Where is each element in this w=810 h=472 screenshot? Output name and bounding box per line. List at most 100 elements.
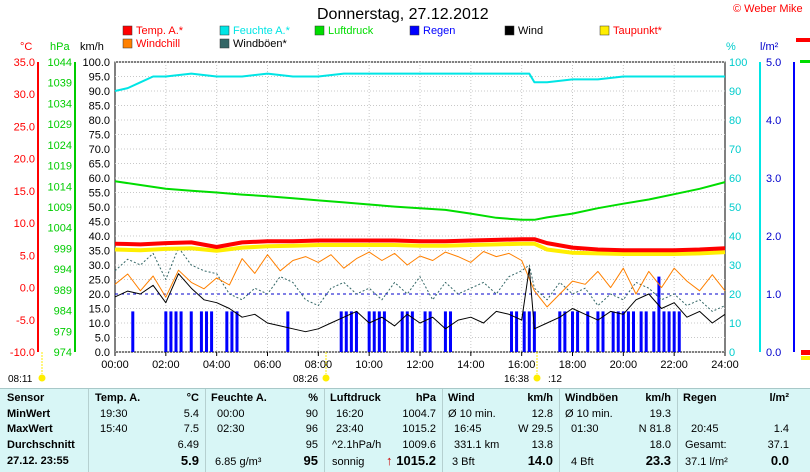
rain-bar <box>367 311 371 352</box>
humidity-max-time: 02:30 <box>217 423 245 435</box>
pressure-tick-label: 974 <box>54 347 72 359</box>
rain-bar <box>428 311 432 352</box>
gusts-min-label: Ø 10 min. <box>565 408 613 420</box>
humidity-tick-label: 30 <box>729 260 741 272</box>
humidity-tick-label: 60 <box>729 173 741 185</box>
legend-label: Regen <box>423 25 455 37</box>
temp-min-time: 19:30 <box>100 408 128 420</box>
axis-unit-label: km/h <box>80 41 104 53</box>
humidity-abs: 6.85 g/m³ <box>215 456 262 468</box>
pressure-unit: hPa <box>415 392 436 404</box>
rain-bar <box>449 311 452 352</box>
temp-tick-label: 10.0 <box>14 218 35 230</box>
rain-bar <box>515 311 519 352</box>
series-line-windchill <box>114 251 726 308</box>
col-temp: Temp. A. °C 19:30 5.4 15:40 7.5 6.49 5.9 <box>88 389 206 472</box>
x-tick-label: 16:00 <box>508 359 536 371</box>
legend-label: Wind <box>518 25 543 37</box>
rain-bar <box>286 311 290 352</box>
axis-ticks: 00:00 02:00 04:00 06:00 08:00 10:00 12:00 14:00… <box>10 41 795 371</box>
axis-unit-label: % <box>726 41 736 53</box>
wind-tick-label: 15.0 <box>89 304 110 316</box>
rain-bar <box>210 311 214 352</box>
event-time-label: 08:11 <box>8 374 33 385</box>
x-tick-label: 02:00 <box>152 359 180 371</box>
sun-marker-icon <box>533 374 541 382</box>
wind-tick-label: 30.0 <box>89 260 110 272</box>
rain-bar <box>344 311 348 352</box>
pressure-tick-label: 1014 <box>48 181 72 193</box>
pressure-tick-label: 1009 <box>48 202 72 214</box>
side-green-mark <box>800 60 810 63</box>
rain-bar <box>586 311 590 352</box>
x-tick-label: 18:00 <box>559 359 587 371</box>
wind-tick-label: 50.0 <box>89 202 110 214</box>
pressure-current: 1015.2 <box>396 453 436 468</box>
rain-bar <box>522 311 526 352</box>
humidity-tick-label: 20 <box>729 289 741 301</box>
side-red-mark-2 <box>801 350 810 355</box>
x-tick-label: 04:00 <box>203 359 231 371</box>
rain-tick-label: 4.0 <box>766 115 781 127</box>
x-tick-label: 00:00 <box>101 359 129 371</box>
temp-header: Temp. A. <box>95 392 141 404</box>
rain-bar <box>169 311 173 352</box>
series-line-feuchte-a <box>114 72 725 92</box>
temp-tick-label: 35.0 <box>14 57 35 69</box>
x-tick-label: 06:00 <box>254 359 282 371</box>
wind-tick-label: 20.0 <box>89 289 110 301</box>
rain-bar <box>611 311 615 352</box>
rain-tick-label: 0.0 <box>766 347 781 359</box>
gusts-avg: 18.0 <box>649 439 671 451</box>
rain-bar <box>532 311 536 352</box>
wind-min-label: Ø 10 min. <box>448 408 496 420</box>
rain-bar <box>510 311 513 352</box>
chart-title: Donnerstag, 27.12.2012 <box>317 6 489 23</box>
temp-avg: 6.49 <box>177 439 199 451</box>
event-time-label: 16:38 <box>504 374 529 385</box>
temp-max-time: 15:40 <box>100 423 128 435</box>
rain-bar <box>527 311 531 352</box>
wind-tick-label: 75.0 <box>89 130 110 142</box>
rain-bar <box>410 311 414 352</box>
legend-swatch <box>314 25 325 36</box>
col-rain: Regen l/m² 20:45 1.4 Gesamt: 37.1 37.1 l… <box>677 389 795 472</box>
rain-bar <box>131 311 135 352</box>
rain-bar <box>639 311 643 352</box>
wind-current: 14.0 <box>527 453 553 468</box>
rain-bars <box>131 276 681 352</box>
temp-tick-label: 20.0 <box>14 154 35 166</box>
pressure-avg: 1009.6 <box>402 439 436 451</box>
wind-tick-label: 35.0 <box>89 246 110 258</box>
legend-swatch <box>122 38 133 49</box>
legend-swatch <box>599 25 610 36</box>
rain-bar <box>652 311 656 352</box>
gusts-header: Windböen <box>565 392 619 404</box>
rain-unit: l/m² <box>769 392 789 404</box>
plot-grid <box>114 61 726 353</box>
temp-tick-label: 0.0 <box>20 283 35 295</box>
rain-bar <box>657 276 661 352</box>
rain-bar <box>199 311 203 352</box>
rain-bar <box>576 311 580 352</box>
rain-bar <box>230 311 234 352</box>
rain-max-value: 1.4 <box>773 423 789 435</box>
wind-tick-label: 100.0 <box>82 57 110 69</box>
temp-min-value: 5.4 <box>183 408 199 420</box>
wind-tick-label: 10.0 <box>89 318 110 330</box>
pressure-tick-label: 1019 <box>48 161 72 173</box>
pressure-trend: ^2.1hPa/h <box>332 439 382 451</box>
temp-tick-label: -10.0 <box>10 347 35 359</box>
rain-tick-label: 3.0 <box>766 173 781 185</box>
wind-distance: 331.1 km <box>454 439 500 451</box>
pressure-header: Luftdruck <box>330 392 381 404</box>
rain-bar <box>672 311 676 352</box>
gusts-current: 23.3 <box>645 453 671 468</box>
wind-tick-label: 60.0 <box>89 173 110 185</box>
pressure-forecast: sonnig <box>332 456 365 468</box>
rain-total: 37.1 <box>767 439 789 451</box>
rain-tick-label: 1.0 <box>766 289 781 301</box>
wind-tick-label: 80.0 <box>89 115 110 127</box>
wind-max-time: 16:45 <box>454 423 482 435</box>
row-label-max: MaxWert <box>7 423 53 435</box>
